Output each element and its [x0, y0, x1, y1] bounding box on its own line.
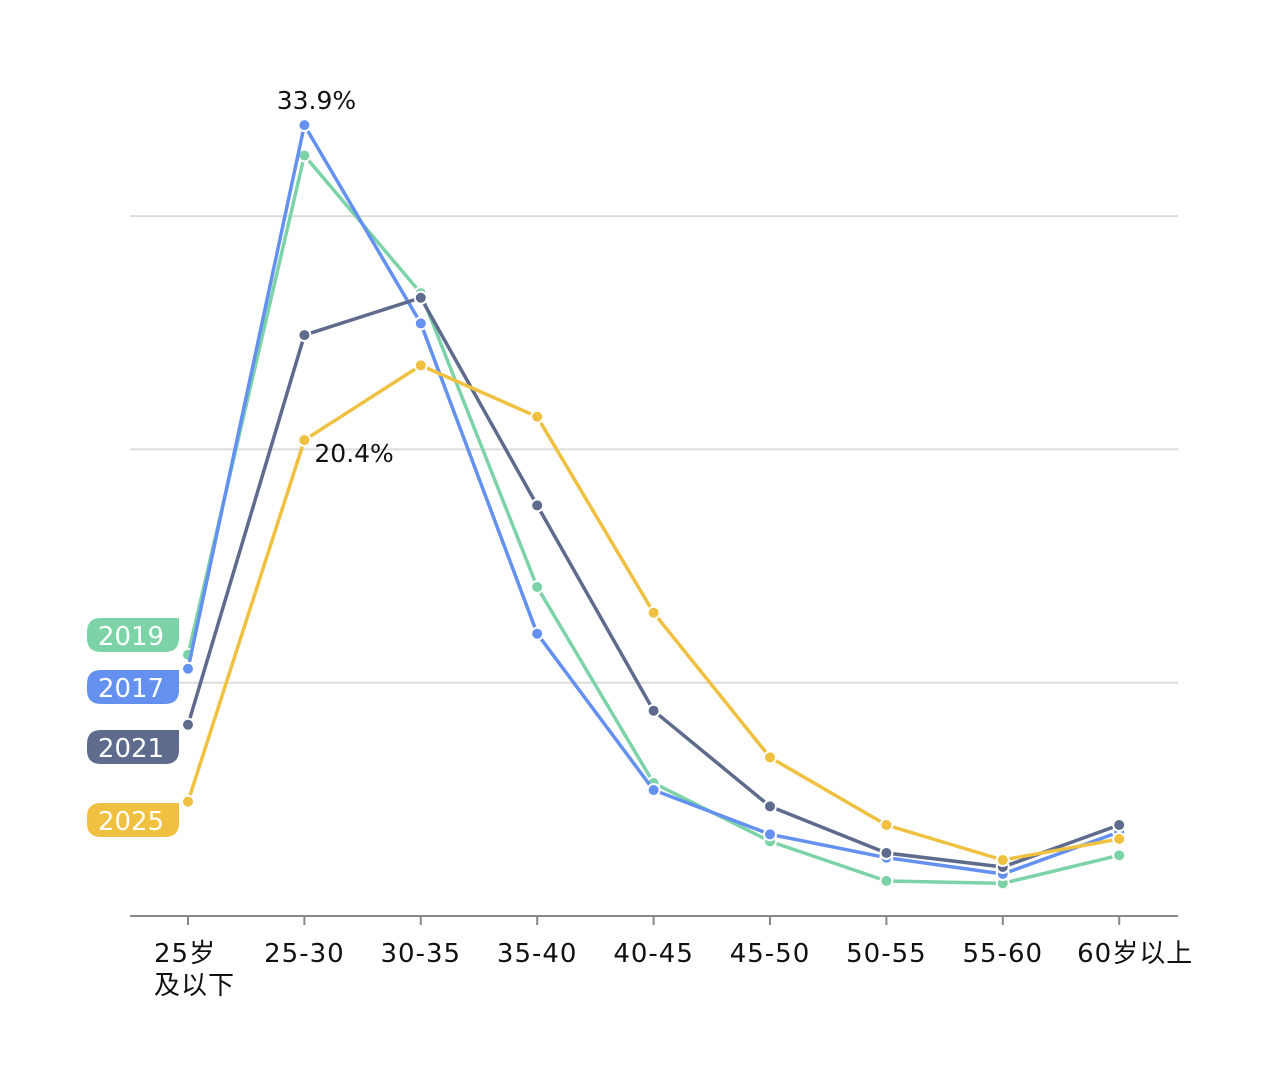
data-point: [1112, 832, 1127, 847]
x-tick-label: 60岁以上: [1077, 939, 1193, 969]
x-tick-label: 25岁及以下: [154, 939, 235, 1001]
x-tick-label: 50-55: [846, 939, 927, 969]
data-point: [763, 827, 777, 842]
data-point: [763, 750, 777, 765]
x-tick-label-line: 50-55: [846, 939, 927, 969]
x-tick-label-line: 30-35: [381, 939, 462, 969]
data-point: [413, 358, 428, 373]
series-line: [186, 123, 1120, 876]
legend-tag-bg: [87, 730, 179, 764]
x-tick-label-line: 25-30: [264, 939, 345, 969]
x-tick-label-line: 40-45: [613, 939, 694, 969]
legend-tag-2019: 2019: [87, 618, 179, 652]
x-tick-label: 45-50: [730, 939, 811, 969]
legend-tag-label: 2019: [98, 622, 164, 652]
data-point: [995, 853, 1010, 868]
data-point: [297, 433, 312, 448]
legend-tag-bg: [87, 618, 179, 652]
data-point: [181, 794, 195, 809]
series-2017: [181, 118, 1127, 882]
legend-tag-label: 2025: [98, 807, 164, 837]
data-point: [530, 409, 545, 424]
data-point: [530, 580, 545, 595]
data-point: [1112, 818, 1127, 833]
data-point: [879, 818, 894, 833]
data-point: [297, 328, 312, 343]
data-point: [763, 799, 777, 814]
data-point: [297, 118, 312, 133]
data-point: [181, 661, 195, 676]
x-tick-label: 30-35: [381, 939, 462, 969]
series-2019: [181, 148, 1127, 891]
x-tick-label-line: 及以下: [154, 971, 235, 1001]
x-tick-label-line: 45-50: [730, 939, 811, 969]
series-2021: [181, 290, 1127, 875]
x-tick-label: 35-40: [497, 939, 578, 969]
data-point: [879, 846, 894, 861]
legend-tag-2025: 2025: [87, 803, 179, 837]
series-line: [186, 153, 1120, 886]
legend-tag-label: 2017: [98, 674, 164, 704]
data-point: [646, 605, 661, 620]
x-tick-label: 40-45: [613, 939, 694, 969]
legend-tag-label: 2021: [98, 734, 164, 764]
legend-tag-bg: [87, 803, 179, 837]
data-point: [413, 290, 428, 305]
series-2025: [181, 358, 1127, 868]
data-point: [879, 874, 894, 889]
x-tick-label: 25-30: [264, 939, 345, 969]
data-point: [181, 717, 195, 732]
x-tick-label: 55-60: [963, 939, 1044, 969]
x-tick-label-line: 60岁以上: [1077, 939, 1193, 969]
data-point: [646, 703, 661, 718]
x-tick-label-line: 35-40: [497, 939, 578, 969]
data-label: 33.9%: [277, 86, 356, 115]
legend-tag-bg: [87, 670, 179, 704]
legend-tag-2017: 2017: [87, 670, 179, 704]
data-point: [530, 498, 545, 513]
data-point: [1112, 848, 1127, 863]
data-label: 20.4%: [314, 439, 393, 468]
data-point: [530, 626, 545, 641]
x-tick-label-line: 25岁: [154, 939, 216, 969]
data-point: [646, 783, 661, 798]
legend-tag-2021: 2021: [87, 730, 179, 764]
data-point: [413, 316, 428, 331]
x-tick-label-line: 55-60: [963, 939, 1044, 969]
